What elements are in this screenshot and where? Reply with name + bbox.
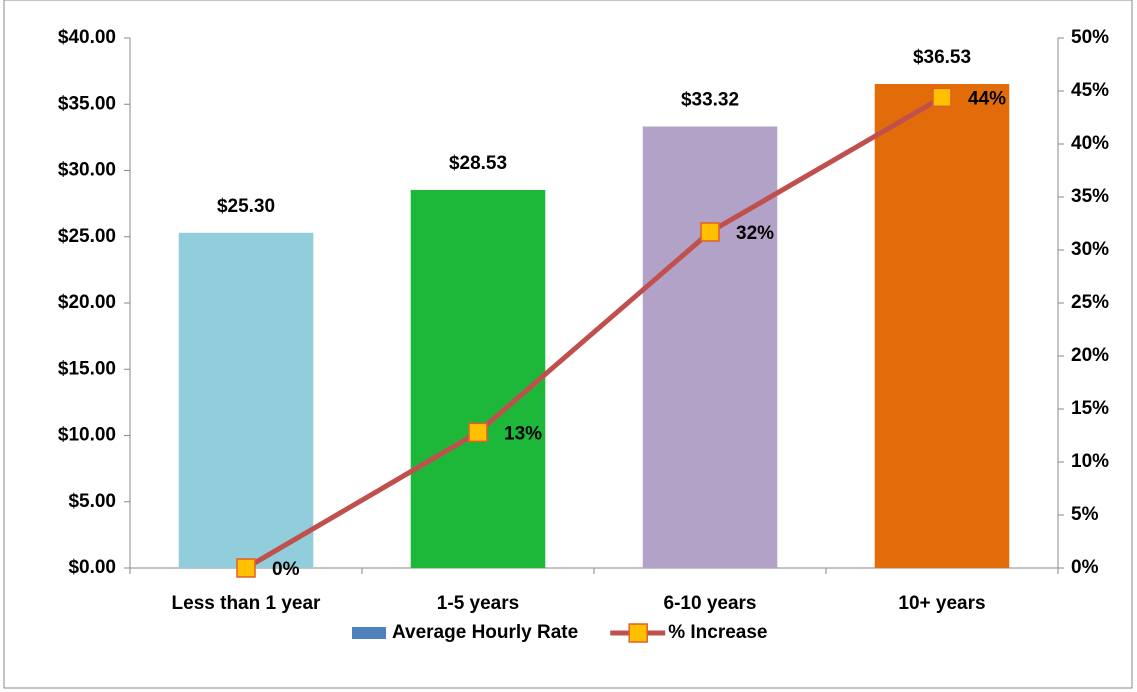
- line-value-label: 13%: [504, 423, 542, 444]
- y2-tick-label: 0%: [1071, 557, 1099, 578]
- line-marker: [700, 222, 720, 242]
- y2-tick-label: 5%: [1071, 504, 1099, 525]
- y2-tick-label: 25%: [1071, 292, 1109, 313]
- line-value-label: 44%: [968, 88, 1006, 109]
- y-tick-label: $10.00: [58, 425, 116, 446]
- y-tick-label: $25.00: [58, 226, 116, 247]
- legend-label: Average Hourly Rate: [392, 622, 578, 643]
- x-tick-label: Less than 1 year: [172, 593, 322, 614]
- line-marker: [932, 87, 952, 108]
- bar: [410, 189, 546, 569]
- y2-tick-label: 50%: [1071, 27, 1109, 48]
- legend-label: % Increase: [668, 622, 767, 643]
- y-tick-label: $5.00: [68, 491, 116, 512]
- y2-tick-label: 10%: [1071, 451, 1109, 472]
- line-value-label: 32%: [736, 223, 774, 244]
- x-tick-label: 1-5 years: [437, 593, 519, 614]
- legend-swatch: [352, 627, 386, 639]
- line: [244, 95, 944, 571]
- y-tick-label: $20.00: [58, 292, 116, 313]
- bar-value-label: $25.30: [217, 196, 275, 217]
- y-tick-label: $40.00: [58, 27, 116, 48]
- y2-tick-label: 45%: [1071, 80, 1109, 101]
- bar-value-label: $36.53: [913, 47, 971, 68]
- y2-tick-label: 30%: [1071, 239, 1109, 260]
- line-value-label: 0%: [272, 559, 300, 580]
- y2-tick-label: 40%: [1071, 133, 1109, 154]
- x-tick-label: 10+ years: [898, 593, 985, 614]
- bar: [178, 232, 314, 568]
- line-marker: [468, 422, 488, 443]
- y2-tick-label: 20%: [1071, 345, 1109, 366]
- bar-value-label: $28.53: [449, 153, 507, 174]
- y-tick-label: $35.00: [58, 93, 116, 114]
- y2-tick-label: 35%: [1071, 186, 1109, 207]
- bar-value-label: $33.32: [681, 90, 739, 111]
- y-tick-label: $0.00: [68, 557, 116, 578]
- bar: [874, 83, 1010, 568]
- y2-tick-label: 15%: [1071, 398, 1109, 419]
- x-tick-label: 6-10 years: [664, 593, 757, 614]
- y-tick-label: $30.00: [58, 160, 116, 181]
- bar: [642, 126, 778, 568]
- line-marker: [236, 558, 256, 578]
- y-tick-label: $15.00: [58, 358, 116, 379]
- legend-swatch: [628, 623, 648, 643]
